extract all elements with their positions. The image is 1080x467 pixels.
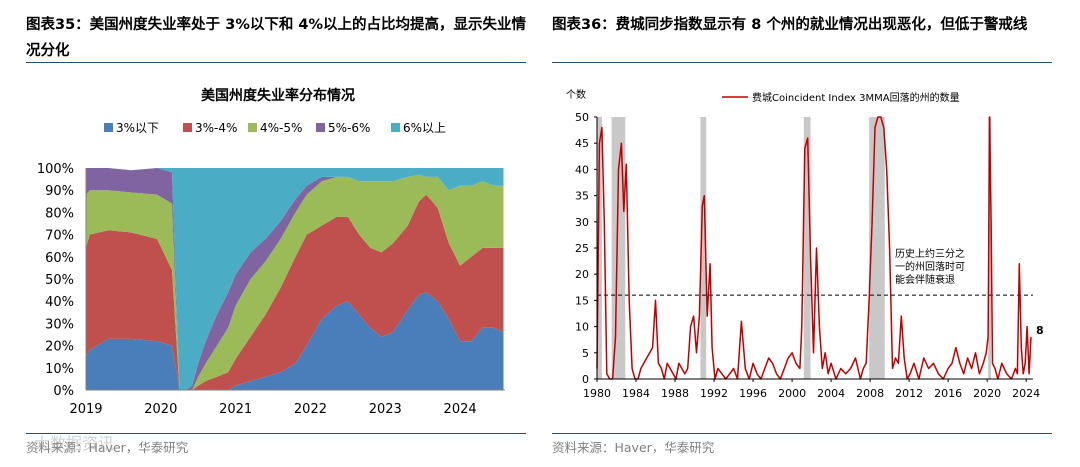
- chart1-xtick-0: 2019: [69, 402, 102, 417]
- chart2-ytick-10: 50: [575, 111, 589, 124]
- legend-swatch-0: [104, 123, 113, 132]
- chart1-ytick-6: 60%: [45, 251, 74, 266]
- chart1-xtick-1: 2020: [144, 402, 177, 417]
- recession-bar-3: [803, 117, 811, 379]
- chart2-ytick-8: 40: [575, 163, 589, 176]
- chart1-ytick-5: 50%: [45, 273, 74, 288]
- legend-swatch-3: [316, 123, 325, 132]
- chart2-ytick-2: 10: [575, 321, 589, 334]
- watermark: 大数据资讯: [34, 434, 115, 453]
- legend-label-1: 3%-4%: [195, 121, 237, 135]
- chart1-ytick-7: 70%: [45, 229, 74, 244]
- chart2-ytick-7: 35: [575, 190, 589, 203]
- series-line: [596, 116, 1032, 380]
- chart1-ytick-3: 30%: [45, 317, 74, 332]
- legend-label-3: 5%-6%: [328, 121, 370, 135]
- right-title-rule: [552, 62, 1052, 63]
- chart2-xtick-10: 2020: [973, 387, 1001, 400]
- chart2-xtick-7: 2008: [856, 387, 884, 400]
- chart1-ytick-1: 10%: [45, 362, 74, 377]
- chart2-ytick-1: 5: [582, 347, 589, 360]
- chart2-xtick-6: 2004: [817, 387, 845, 400]
- end-value-label: 8: [1036, 324, 1044, 337]
- chart2-xtick-5: 2000: [778, 387, 806, 400]
- chart2-ytick-5: 25: [575, 242, 589, 255]
- chart1-ytick-2: 20%: [45, 340, 74, 355]
- area-series-1: [86, 194, 504, 390]
- chart1-ytick-0: 0%: [53, 384, 74, 399]
- legend-label-4: 6%以上: [403, 121, 446, 135]
- chart2-xtick-11: 2024: [1012, 387, 1040, 400]
- chart1-xtick-5: 2024: [444, 402, 477, 417]
- recession-bar-0: [597, 117, 602, 379]
- legend-label-2: 4%-5%: [260, 121, 302, 135]
- chart1-ytick-10: 100%: [37, 162, 74, 177]
- area-series-3: [86, 168, 504, 390]
- right-source-rule: [552, 433, 1052, 434]
- chart1-xtick-3: 2022: [294, 402, 327, 417]
- legend-label-0: 3%以下: [116, 121, 159, 135]
- legend-series-label: 费城Coincident Index 3MMA回落的州的数量: [752, 91, 960, 104]
- recession-bar-5: [988, 117, 992, 379]
- chart2-ytick-4: 20: [575, 268, 589, 281]
- chart1-legend: 3%以下 3%-4% 4%-5% 5%-6% 6%以上: [104, 121, 446, 135]
- legend-swatch-2: [248, 123, 257, 132]
- legend-swatch-4: [391, 123, 400, 132]
- area-series-2: [86, 174, 504, 390]
- legend-swatch-1: [183, 123, 192, 132]
- chart1-xtick-2: 2021: [219, 402, 252, 417]
- area-series-4: [86, 168, 504, 390]
- area-series-0: [86, 292, 504, 390]
- chart1-ytick-4: 40%: [45, 295, 74, 310]
- annotation-line-0: 历史上约三分之: [895, 247, 965, 260]
- chart1-ytick-8: 80%: [45, 206, 74, 221]
- recession-bar-1: [611, 117, 626, 379]
- left-figure-title: 图表35：美国州度失业率处于 3%以下和 4%以上的占比均提高，显示失业情况分化: [26, 17, 527, 59]
- chart2-ytick-0: 0: [582, 373, 589, 386]
- annotation-line-2: 能会伴随衰退: [895, 273, 955, 286]
- philly-coincident-index-chart: 个数 费城Coincident Index 3MMA回落的州的数量历史上约三分之一…: [566, 88, 1044, 400]
- left-source-rule: [26, 433, 526, 434]
- left-source: 资料来源：Haver，华泰研究: [26, 440, 189, 455]
- right-source: 资料来源：Haver，华泰研究: [552, 440, 715, 455]
- chart2-xtick-4: 1996: [739, 387, 767, 400]
- chart2-ytick-9: 45: [575, 137, 589, 150]
- chart2-xtick-3: 1992: [700, 387, 728, 400]
- right-figure-title: 图表36：费城同步指数显示有 8 个州的就业情况出现恶化，但低于警戒线: [552, 17, 1028, 33]
- chart2-xtick-8: 2012: [895, 387, 923, 400]
- chart2-xtick-0: 1980: [583, 387, 611, 400]
- chart2-y-unit: 个数: [566, 88, 586, 101]
- chart2-xtick-9: 2016: [934, 387, 962, 400]
- chart1-title: 美国州度失业率分布情况: [201, 87, 355, 104]
- state-unemployment-distribution-chart: 美国州度失业率分布情况 3%以下 3%-4% 4%-5% 5%-6% 6%以上 0% 10% 2…: [37, 87, 505, 417]
- chart1-xtick-4: 2023: [369, 402, 402, 417]
- chart2-ytick-3: 15: [575, 294, 589, 307]
- chart2-xtick-1: 1984: [622, 387, 650, 400]
- chart2-xtick-2: 1988: [661, 387, 689, 400]
- chart2-ytick-6: 30: [575, 216, 589, 229]
- recession-bar-2: [700, 117, 707, 379]
- left-title-rule: [26, 62, 526, 63]
- annotation-line-1: 一的州回落时可: [895, 260, 965, 273]
- chart1-ytick-9: 90%: [45, 184, 74, 199]
- chart2-legend: 费城Coincident Index 3MMA回落的州的数量: [722, 91, 960, 104]
